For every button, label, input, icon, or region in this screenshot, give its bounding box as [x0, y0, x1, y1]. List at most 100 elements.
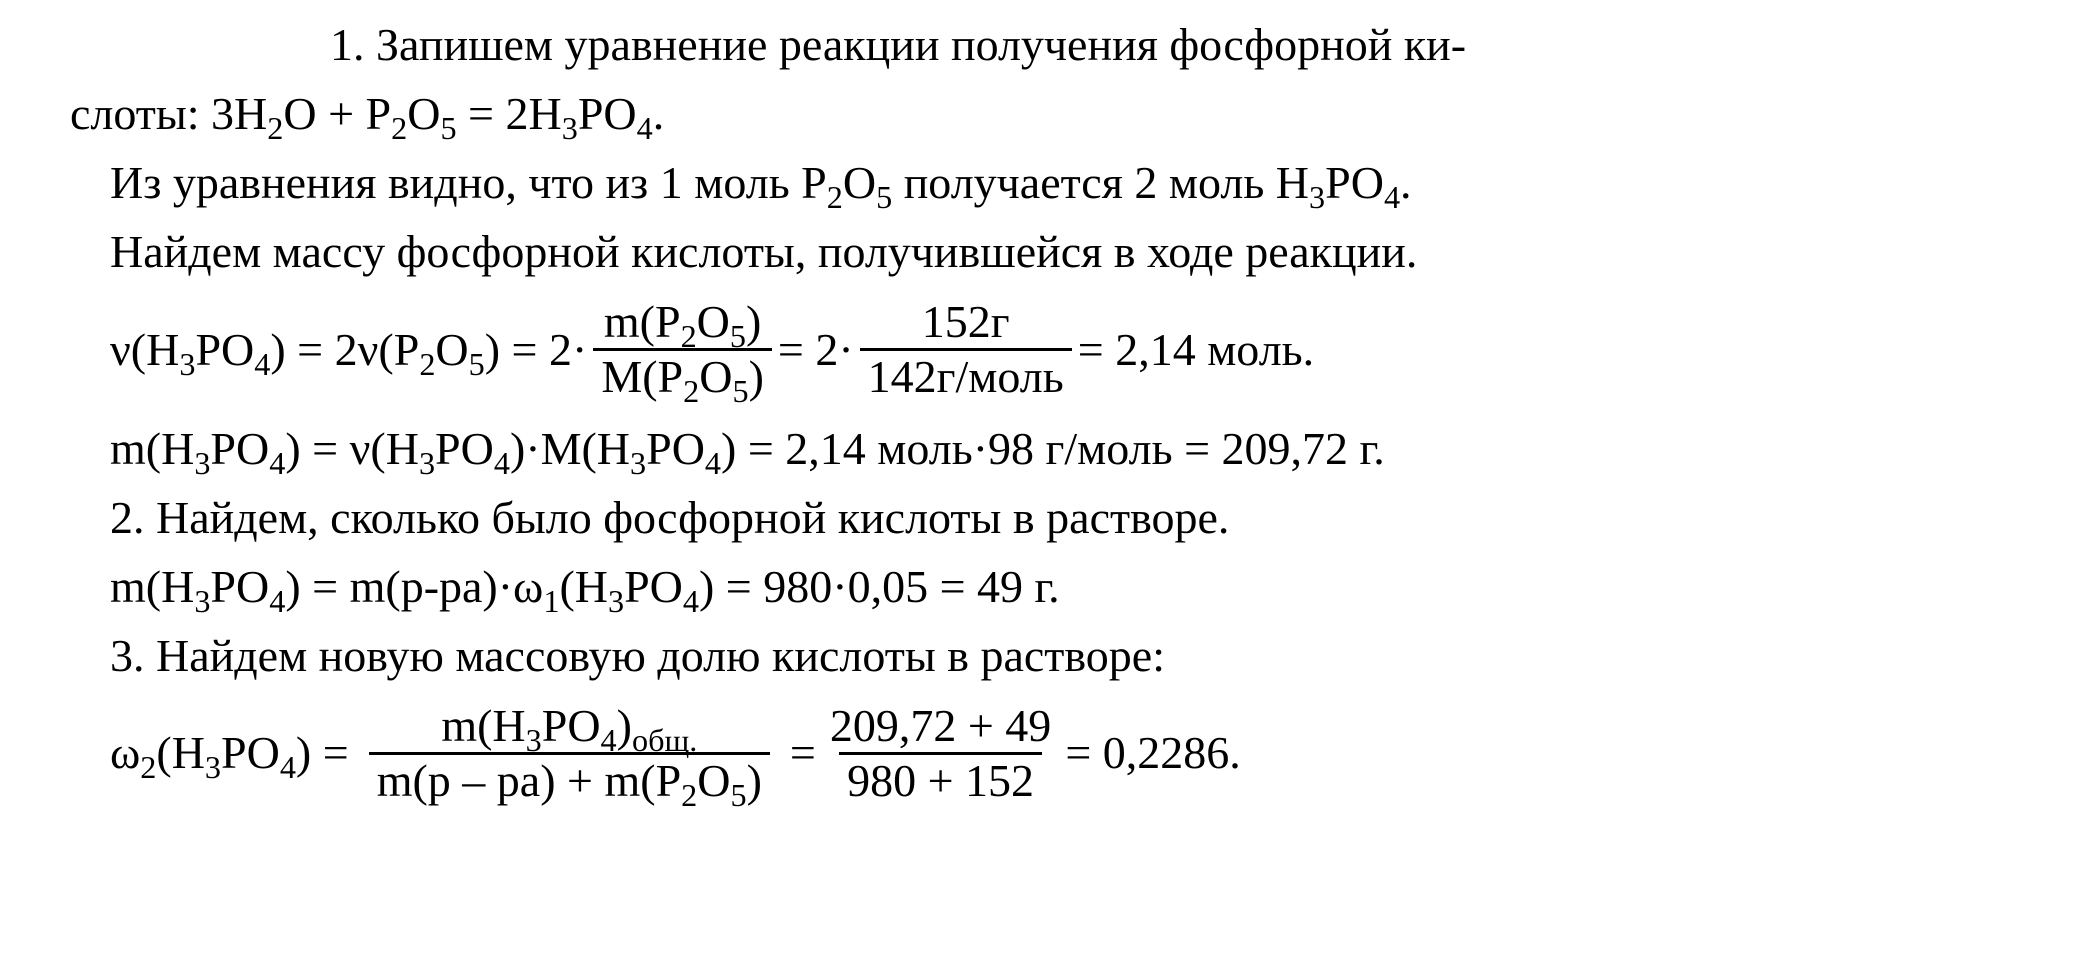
text: O [697, 296, 730, 347]
sub: 5 [469, 346, 485, 382]
sub: 3 [608, 583, 624, 619]
fraction: m(H3PO4)общ. m(р – ра) + m(P2O5) [369, 702, 770, 806]
eq-part: ω2(H3PO4) = [110, 730, 349, 776]
sub: 4 [705, 445, 721, 481]
sub: 5 [732, 373, 748, 409]
text: ) [746, 296, 761, 347]
sub: 4 [269, 445, 285, 481]
text: PO [195, 324, 254, 375]
equation-omega2: ω2(H3PO4) = m(H3PO4)общ. m(р – ра) + m(P… [110, 702, 2018, 806]
text: ) [617, 700, 632, 751]
text: O [435, 324, 468, 375]
sub: 2 [140, 750, 156, 786]
text: ) = ν(H [285, 423, 419, 474]
numerator: m(P2O5) [596, 298, 769, 348]
text: слоты: 3H [70, 88, 267, 139]
text: O [699, 351, 732, 402]
denominator: 142г/моль [860, 348, 1072, 401]
sub: 4 [280, 750, 296, 786]
text: ) = 2,14 моль·98 г/моль = 209,72 г. [721, 423, 1385, 474]
sub: 3 [630, 445, 646, 481]
sub: 3 [562, 110, 578, 146]
text: PO [542, 700, 601, 751]
sub: 3 [419, 445, 435, 481]
sub: 2 [681, 777, 697, 813]
text: ) = 980·0,05 = 49 г. [699, 561, 1060, 612]
sub: 5 [730, 777, 746, 813]
sub: 2 [419, 346, 435, 382]
text: m(H [110, 561, 194, 612]
text: PO [221, 727, 280, 778]
text: . [653, 88, 665, 139]
text: 1. Запишем уравнение реакции получения ф… [330, 19, 1466, 70]
sub: 4 [637, 110, 653, 146]
sub: 5 [440, 110, 456, 146]
denominator: 980 + 152 [839, 752, 1042, 805]
text: PO [210, 561, 269, 612]
step-1-line-1: 1. Запишем уравнение реакции получения ф… [70, 10, 2018, 79]
text: m(H [441, 700, 525, 751]
numerator: m(H3PO4)общ. [433, 702, 705, 752]
text: (H [156, 727, 205, 778]
sub: 2 [683, 373, 699, 409]
text: PO [646, 423, 705, 474]
sub: 4 [269, 583, 285, 619]
equation-m-h3po4: m(H3PO4) = ν(H3PO4)·M(H3PO4) = 2,14 моль… [70, 414, 2018, 483]
sub: 3 [194, 445, 210, 481]
text: ) = [296, 727, 349, 778]
sub: 3 [205, 750, 221, 786]
sub: 2 [827, 179, 843, 215]
text: PO [210, 423, 269, 474]
sub: 4 [683, 583, 699, 619]
sub: 4 [494, 445, 510, 481]
text: O + P [283, 88, 391, 139]
para-find-mass: Найдем массу фосфорной кислоты, получивш… [70, 217, 2018, 286]
text: ) = m(р-ра)·ω [285, 561, 543, 612]
text: )·M(H [510, 423, 630, 474]
text: PO [578, 88, 637, 139]
text: m(р – ра) + m(P [377, 755, 681, 806]
text: O [697, 755, 730, 806]
eq-part: = [790, 730, 816, 776]
para-moles-relation: Из уравнения видно, что из 1 моль P2O5 п… [70, 148, 2018, 217]
sub: 2 [267, 110, 283, 146]
watermark: 5terka.com [0, 840, 6, 914]
fraction: 152г 142г/моль [860, 298, 1072, 402]
text: O [407, 88, 440, 139]
text: ) [749, 351, 764, 402]
equation-nu-h3po4: ν(H3PO4) = 2ν(P2O5) = 2· m(P2O5) M(P2O5)… [110, 298, 2018, 402]
sub: 2 [391, 110, 407, 146]
eq-part: ν(H3PO4) = 2ν(P2O5) = 2· [110, 327, 587, 373]
text: (H [559, 561, 608, 612]
numerator: 209,72 + 49 [822, 702, 1059, 752]
sub: 3 [194, 583, 210, 619]
eq-part: = 2· [778, 327, 854, 373]
step-3-text: 3. Найдем новую массовую долю кислоты в … [70, 621, 2018, 690]
equation-m-solution: m(H3PO4) = m(р-ра)·ω1(H3PO4) = 980·0,05 … [70, 552, 2018, 621]
step-1-line-2: слоты: 3H2O + P2O5 = 2H3PO4. [70, 79, 2018, 148]
sub: 3 [179, 346, 195, 382]
text: M(P [601, 351, 683, 402]
sub: 5 [876, 179, 892, 215]
text: ) = 2ν(P [270, 324, 419, 375]
text: PO [1325, 157, 1384, 208]
sub: 4 [1384, 179, 1400, 215]
text: ν(H [110, 324, 179, 375]
text: PO [435, 423, 494, 474]
fraction: 209,72 + 49 980 + 152 [822, 702, 1059, 806]
text: Из уравнения видно, что из 1 моль P [110, 157, 827, 208]
sub: 1 [543, 583, 559, 619]
eq-part: = 0,2286. [1065, 730, 1240, 776]
step-2-text: 2. Найдем, сколько было фосфорной кислот… [70, 483, 2018, 552]
text: ) [747, 755, 762, 806]
text: m(H [110, 423, 194, 474]
denominator: M(P2O5) [593, 348, 772, 401]
text: = 2H [457, 88, 562, 139]
sub: 3 [1309, 179, 1325, 215]
text: ) = 2· [485, 324, 588, 375]
fraction: m(P2O5) M(P2O5) [593, 298, 772, 402]
text: O [843, 157, 876, 208]
text: получается 2 моль H [892, 157, 1309, 208]
document-page: 5terka.com 1. Запишем уравнение реакции … [0, 0, 2078, 954]
text: PO [624, 561, 683, 612]
